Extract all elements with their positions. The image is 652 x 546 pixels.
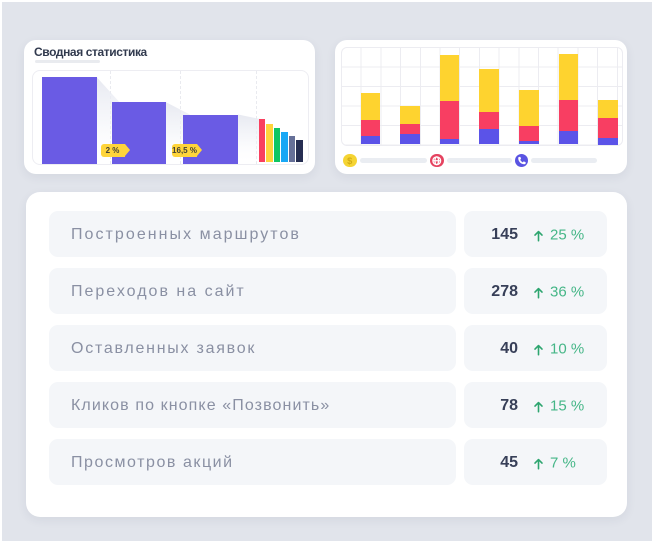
svg-text:$: $ (347, 156, 353, 166)
